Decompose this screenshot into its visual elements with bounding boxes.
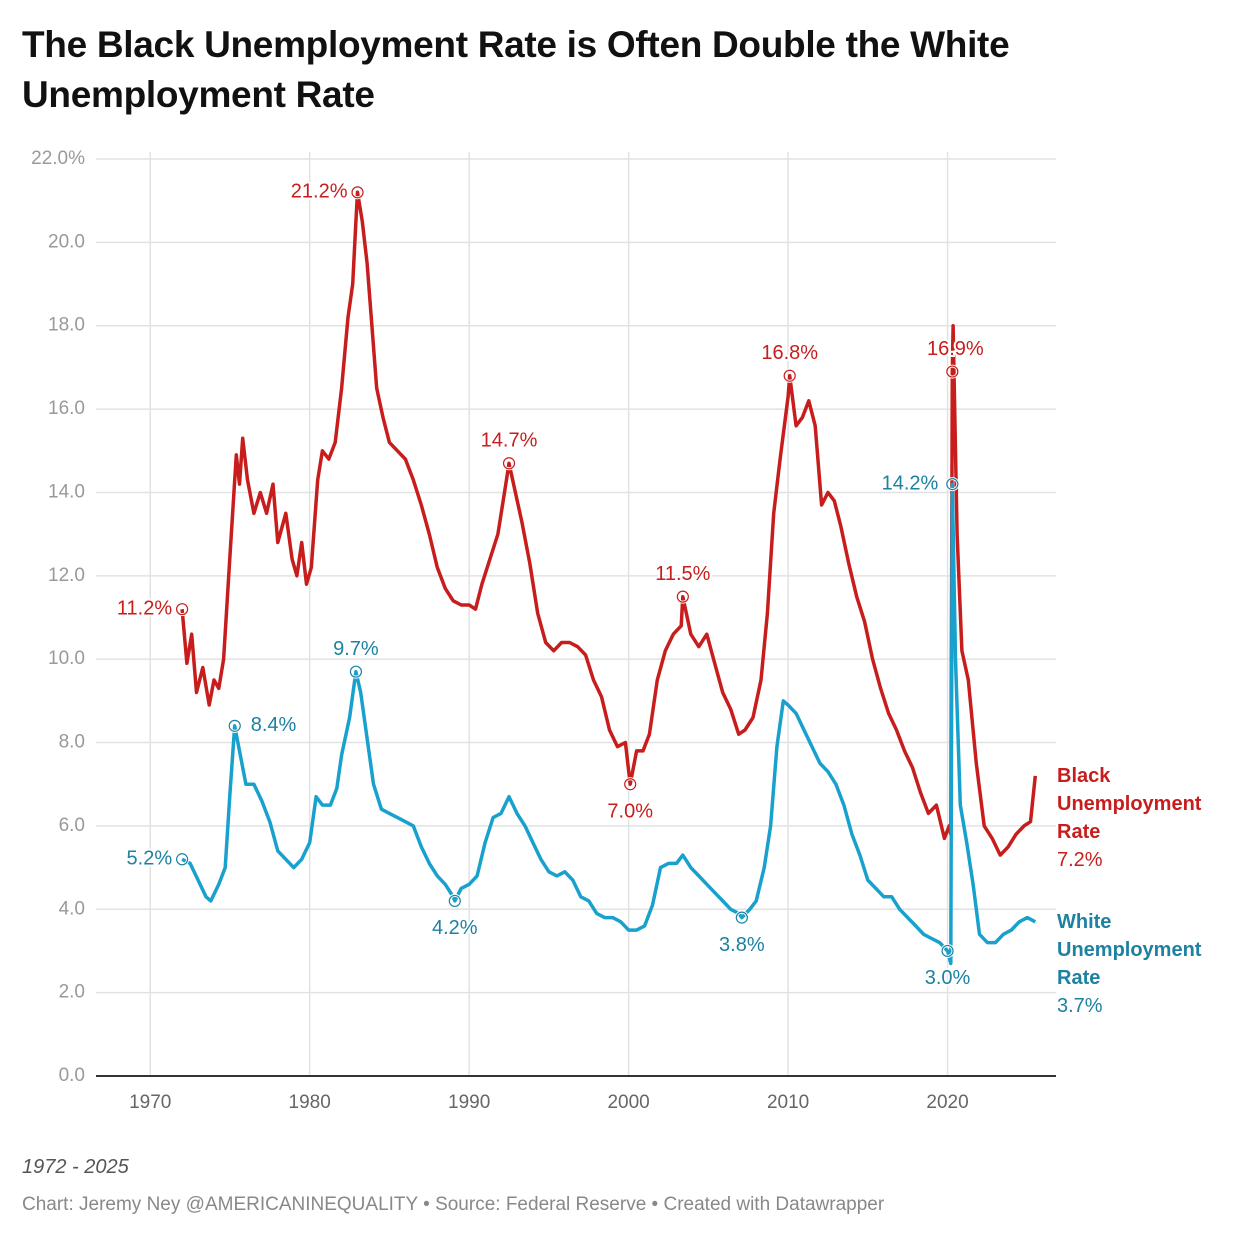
annotation-marker [351,186,364,199]
data-label: 16.8% [761,342,818,364]
data-label: 8.4% [251,714,297,736]
data-label: 11.2% [117,597,172,619]
data-label: 14.7% [481,430,538,452]
x-tick-label: 1980 [289,1092,331,1113]
data-label: 14.2% [882,472,939,494]
last-value-label: 3.7% [1057,995,1103,1017]
annotation-marker [941,944,954,958]
series-line [180,190,1038,857]
y-tick-label: 16.0 [48,398,85,419]
data-label: 16.9% [927,338,984,360]
data-label: 5.2% [127,848,173,870]
y-tick-label: 20.0 [48,231,85,252]
annotation-marker [502,457,516,470]
y-tick-label: 12.0 [48,565,85,586]
data-label: 21.2% [291,181,348,203]
data-label: 9.7% [333,638,379,660]
series-end-label: Black Unemployment Rate 7.2% [1057,762,1237,874]
data-label: 11.5% [655,563,710,585]
x-tick-label: 2020 [926,1092,968,1113]
y-tick-label: 14.0 [48,481,85,502]
annotation-marker [349,665,363,678]
y-tick-label: 22.0% [31,148,85,169]
last-value-label: 7.2% [1057,849,1103,871]
series-line [181,482,1037,966]
subtitle: 1972 - 2025 [22,1156,129,1178]
annotation-marker [448,894,461,908]
data-label: 7.0% [607,801,653,823]
y-tick-label: 8.0 [59,732,85,753]
x-tick-label: 2010 [767,1092,809,1113]
legend-entry: White Unemployment Rate [1057,911,1202,989]
annotation-marker [946,365,959,378]
y-tick-label: 4.0 [59,898,85,919]
legend-entry: Black Unemployment Rate [1057,765,1202,843]
annotation-marker [228,719,241,732]
annotation-marker [176,603,189,616]
annotation-marker [624,778,637,791]
data-label: 3.0% [925,967,971,989]
x-tick-label: 1990 [448,1092,490,1113]
y-tick-label: 10.0 [48,648,85,669]
annotation-marker [735,911,748,924]
series-end-label: White Unemployment Rate 3.7% [1057,908,1237,1020]
source: Chart: Jeremy Ney @AMERICANINEQUALITY • … [22,1194,885,1215]
y-tick-label: 0.0 [59,1065,85,1086]
data-label: 3.8% [719,934,765,956]
annotation-marker [783,369,796,382]
x-tick-label: 1970 [129,1092,171,1113]
y-tick-label: 18.0 [48,315,85,336]
x-tick-label: 2000 [607,1092,649,1113]
annotation-marker [676,590,689,603]
y-tick-label: 6.0 [59,815,85,836]
data-label: 4.2% [432,917,478,939]
y-tick-label: 2.0 [59,982,85,1003]
chart-title: The Black Unemployment Rate is Often Dou… [22,24,1010,115]
annotation-marker [946,478,959,491]
annotation-marker [176,853,189,866]
